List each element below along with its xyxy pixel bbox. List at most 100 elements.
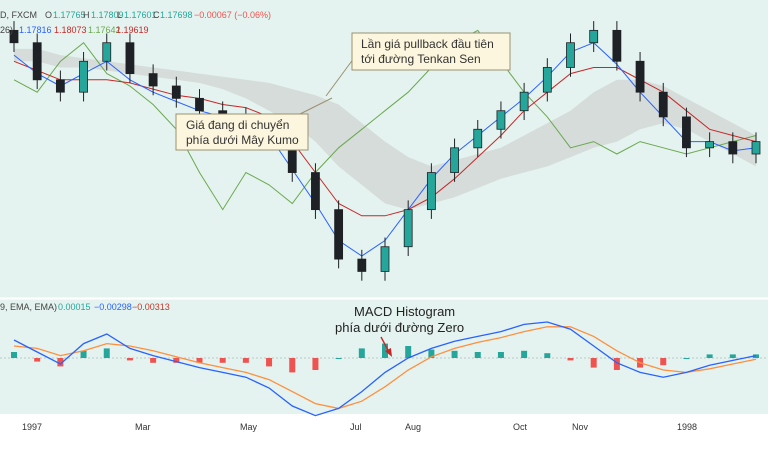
candle-body (380, 246, 390, 272)
close-value: 1.17698 (160, 10, 193, 20)
x-tick-label: Oct (513, 422, 528, 432)
candle-body (403, 209, 413, 248)
candle-body (635, 60, 645, 93)
candle-body (589, 29, 599, 44)
candle-body (473, 128, 483, 149)
x-tick-label: Mar (135, 422, 151, 432)
x-tick-label: 1998 (677, 422, 697, 432)
macd-histogram-bar (428, 349, 435, 358)
ichimoku-params: 26) (0, 25, 13, 35)
macd-histogram-bar (358, 348, 365, 358)
macd-line (13, 321, 757, 417)
ichimoku-value-1: 1.17816 (19, 25, 52, 35)
macd-histogram-bar (266, 358, 273, 367)
candle-body (705, 141, 715, 149)
candle-body (426, 172, 436, 211)
macd-histogram-bar (80, 350, 87, 358)
candle-body (682, 116, 691, 149)
symbol-tail: D, FXCM (0, 10, 37, 20)
macd-histogram-bar (567, 358, 574, 361)
callout-pullback-line-1: Lần giá pullback đầu tiên (361, 37, 494, 51)
macd-value-macd: −0.00298 (94, 302, 132, 312)
macd-histogram-bar (706, 354, 713, 358)
candle-body (148, 73, 158, 87)
macd-histogram-bar (521, 350, 528, 358)
candle-body (357, 258, 367, 272)
macd-histogram-bar (219, 358, 226, 363)
candle-body (566, 42, 575, 68)
ichimoku-header: 26) 1.17816 1.18073 1.17642 1.19619 (0, 25, 149, 35)
callout-below-cloud: Giá đang di chuyển phía dưới Mây Kumo (175, 97, 333, 151)
macd-value-hist: 0.00015 (58, 302, 91, 312)
chikou-span-line (13, 29, 757, 211)
macd-histogram-bar (173, 358, 180, 363)
kijun-sen-line (13, 60, 757, 217)
macd-histogram-bar (382, 343, 388, 358)
ichimoku-value-4: 1.19619 (116, 25, 149, 35)
candle-body (658, 91, 668, 118)
callout-pullback-pointer (325, 57, 355, 97)
candle-body (195, 97, 204, 112)
low-value: 1.17601 (124, 10, 157, 20)
callout-pullback-box (351, 32, 511, 71)
callout-below-cloud-line-2: phía dưới Mây Kumo (186, 133, 299, 147)
macd-histogram-bar (544, 353, 551, 358)
candle-body (519, 91, 529, 112)
candle-body (102, 42, 112, 62)
candle-body (32, 42, 42, 81)
close-label: C (153, 10, 160, 20)
kumo-cloud (14, 48, 756, 210)
macd-histogram-bar (150, 358, 157, 363)
macd-header: 9, EMA, EMA) 0.00015 −0.00298 −0.00313 (0, 302, 170, 312)
callout-below-cloud-pointer (299, 97, 333, 115)
macd-histogram-bar (497, 352, 504, 358)
macd-histogram-bar (660, 358, 667, 366)
macd-histogram-bar (683, 358, 690, 359)
macd-signal-line (13, 326, 757, 410)
candle-body (311, 172, 320, 211)
open-value: 1.17765 (53, 10, 86, 20)
macd-histogram-bar (729, 354, 736, 358)
candle-body (542, 67, 552, 93)
candle-body (612, 29, 622, 62)
macd-histogram-bar (103, 348, 110, 358)
candle-body (79, 60, 88, 93)
candle-body (334, 209, 344, 260)
x-tick-label: Jul (350, 422, 362, 432)
macd-histogram-bar (57, 358, 64, 367)
macd-histogram-bar (312, 358, 319, 370)
macd-histogram-bar (196, 358, 203, 363)
macd-histogram-bar (335, 358, 342, 359)
macd-histogram-bar (451, 350, 458, 358)
macd-histogram-bar (242, 358, 249, 363)
macd-histogram-bar (405, 346, 412, 358)
open-label: O (45, 10, 52, 20)
macd-histogram-bar (613, 358, 620, 370)
callout-pullback-line-2: tới đường Tenkan Sen (361, 52, 481, 66)
candle-body (9, 29, 19, 44)
ichimoku-value-3: 1.17642 (88, 25, 121, 35)
time-axis-band (0, 414, 768, 457)
macd-histogram-bar (11, 352, 17, 358)
high-value: 1.17809 (91, 10, 124, 20)
macd-histogram-bar (34, 358, 41, 362)
x-tick-label: 1997 (22, 422, 42, 432)
x-tick-label: Nov (572, 422, 589, 432)
candle-body (171, 85, 181, 99)
x-tick-label: Aug (405, 422, 421, 432)
change-value: −0.00067 (−0.06%) (194, 10, 271, 20)
callout-macd-arrow-shaft (380, 336, 390, 353)
candle-body (450, 147, 459, 173)
candle-body (55, 79, 65, 93)
callout-below-cloud-box (175, 113, 309, 151)
macd-params: 9, EMA, EMA) (0, 302, 57, 312)
candle-body (125, 42, 135, 75)
x-tick-label: May (240, 422, 258, 432)
macd-histogram-bar (590, 358, 597, 368)
low-label: L (117, 10, 122, 20)
callout-below-cloud-line-1: Giá đang di chuyển (186, 118, 289, 132)
callout-macd-line-2: phía dưới đường Zero (335, 320, 464, 335)
macd-histogram-bar (474, 352, 481, 358)
